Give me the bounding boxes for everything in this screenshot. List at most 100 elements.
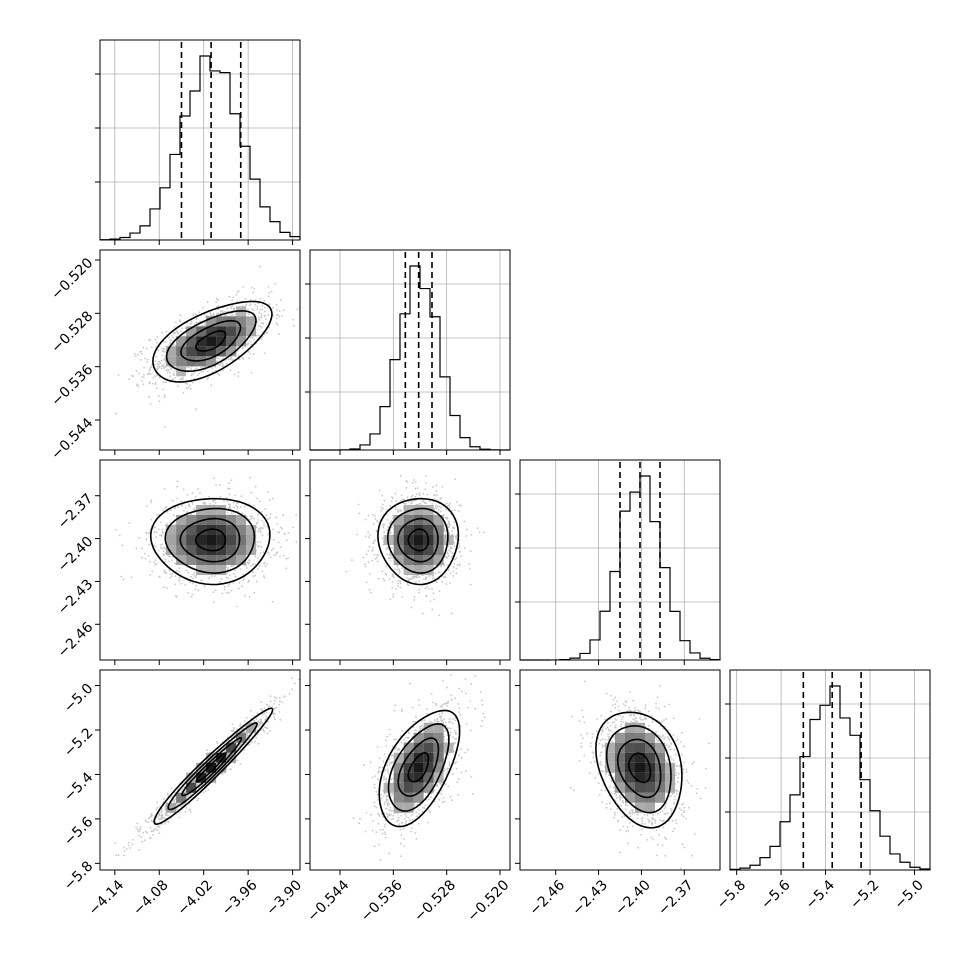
sample-point (169, 576, 172, 579)
sample-point (148, 396, 151, 399)
sample-point (190, 373, 193, 375)
sample-point (190, 595, 193, 598)
sample-point (155, 536, 158, 539)
sample-point (401, 567, 403, 569)
sample-point (183, 509, 185, 512)
sample-point (372, 547, 374, 549)
density-cell (423, 565, 434, 575)
sample-point (397, 510, 400, 513)
density-cell (443, 535, 454, 545)
sample-point (254, 574, 256, 577)
sample-point (249, 343, 252, 346)
sample-point (391, 517, 394, 520)
sample-point (416, 576, 419, 578)
sample-point (176, 497, 179, 500)
sample-point (169, 375, 171, 378)
sample-point (424, 587, 427, 590)
sample-point (422, 492, 425, 495)
sample-point (265, 726, 268, 729)
sample-point (220, 578, 223, 581)
density-cell (226, 346, 237, 357)
sample-point (392, 514, 395, 517)
sample-point (385, 548, 387, 550)
density-cell (196, 525, 207, 535)
sample-point (250, 491, 253, 494)
sample-point (455, 572, 458, 575)
sample-point (258, 334, 261, 337)
sample-point (123, 854, 125, 857)
sample-point (268, 292, 271, 294)
sample-point (208, 577, 211, 580)
sample-point (402, 499, 405, 501)
sample-point (123, 850, 126, 852)
sample-point (424, 488, 427, 491)
sample-point (433, 494, 435, 497)
density-cell (403, 515, 414, 525)
sample-point (144, 357, 147, 360)
sample-point (162, 381, 165, 384)
sample-point (440, 565, 443, 568)
density-cell (423, 525, 434, 535)
sample-point (386, 546, 389, 549)
sample-point (170, 339, 172, 342)
sample-point (227, 487, 230, 490)
sample-point (242, 573, 245, 576)
sample-point (195, 321, 198, 324)
density-cell (176, 555, 187, 565)
panel-2-2 (515, 459, 721, 665)
sample-point (150, 366, 152, 368)
sample-point (198, 372, 201, 375)
sample-point (130, 576, 133, 579)
sample-point (220, 362, 222, 364)
sample-point (229, 504, 232, 506)
sample-point (269, 556, 272, 559)
sample-point (158, 360, 161, 363)
sample-point (247, 581, 250, 583)
sample-point (399, 580, 401, 583)
sample-point (318, 492, 320, 494)
sample-point (453, 535, 456, 537)
sample-point (162, 388, 164, 391)
sample-point (202, 502, 205, 505)
sample-point (393, 568, 396, 570)
sample-point (232, 511, 235, 514)
sample-point (197, 488, 199, 490)
sample-point (453, 521, 455, 524)
sample-point (200, 370, 203, 373)
sample-point (168, 555, 171, 558)
sample-point (225, 363, 228, 365)
density-cell (196, 565, 207, 575)
sample-point (411, 501, 413, 504)
sample-point (227, 591, 230, 594)
sample-point (383, 531, 385, 533)
sample-point (162, 359, 165, 361)
sample-point (401, 596, 404, 598)
sample-point (413, 596, 416, 598)
y-tick-label: −2.43 (55, 576, 97, 618)
sample-point (369, 534, 371, 536)
sample-point (157, 365, 159, 368)
density-cell (196, 336, 207, 347)
sample-point (161, 543, 164, 546)
sample-point (449, 545, 452, 548)
sample-point (260, 312, 263, 315)
sample-point (451, 510, 453, 512)
sample-point (255, 526, 258, 529)
sample-point (143, 366, 146, 369)
sample-point (267, 286, 270, 288)
sample-point (400, 494, 403, 497)
sample-point (257, 541, 259, 544)
sample-point (259, 541, 262, 543)
sample-point (141, 556, 144, 559)
sample-point (253, 339, 255, 341)
sample-point (261, 326, 263, 329)
density-cell (216, 346, 227, 357)
sample-point (279, 555, 281, 558)
sample-point (158, 832, 161, 834)
sample-point (449, 506, 451, 509)
panel-2-0: −2.37−2.40−2.43−2.46 (55, 459, 320, 665)
sample-point (438, 509, 440, 511)
sample-point (188, 505, 191, 508)
sample-point (195, 576, 197, 578)
sample-point (394, 492, 397, 495)
